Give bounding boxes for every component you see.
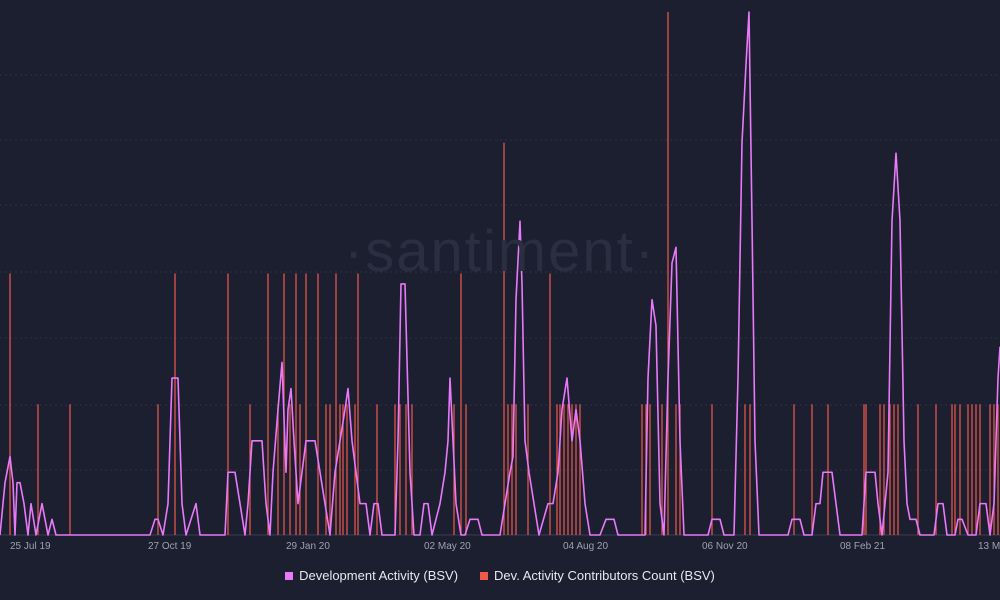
legend-label-dev-activity: Development Activity (BSV) [299, 568, 459, 583]
x-tick-label: 13 M [978, 541, 1000, 552]
x-tick-label: 02 May 20 [424, 541, 471, 552]
legend-swatch-contributors [480, 571, 489, 580]
dev-activity-series [0, 11, 1000, 536]
x-tick-label: 08 Feb 21 [840, 541, 885, 552]
chart-svg: 25 Jul 19 27 Oct 19 29 Jan 20 02 May 20 04 A… [0, 11, 1000, 552]
x-tick-label: 27 Oct 19 [148, 541, 192, 552]
legend-item-contributors[interactable]: Dev. Activity Contributors Count (BSV) [480, 568, 715, 583]
legend-swatch-dev-activity [285, 571, 294, 580]
grid-lines [0, 74, 1000, 536]
x-tick-label: 29 Jan 20 [286, 541, 330, 552]
legend-label-contributors: Dev. Activity Contributors Count (BSV) [494, 568, 715, 583]
legend: Development Activity (BSV) Dev. Activity… [0, 568, 1000, 583]
dev-activity-line [0, 11, 1000, 536]
x-tick-label: 25 Jul 19 [10, 541, 51, 552]
x-tick-label: 04 Aug 20 [563, 541, 608, 552]
x-tick-label: 06 Nov 20 [702, 541, 748, 552]
legend-item-dev-activity[interactable]: Development Activity (BSV) [285, 568, 458, 583]
x-axis: 25 Jul 19 27 Oct 19 29 Jan 20 02 May 20 04 A… [10, 541, 1000, 552]
contributors-series [9, 12, 999, 535]
